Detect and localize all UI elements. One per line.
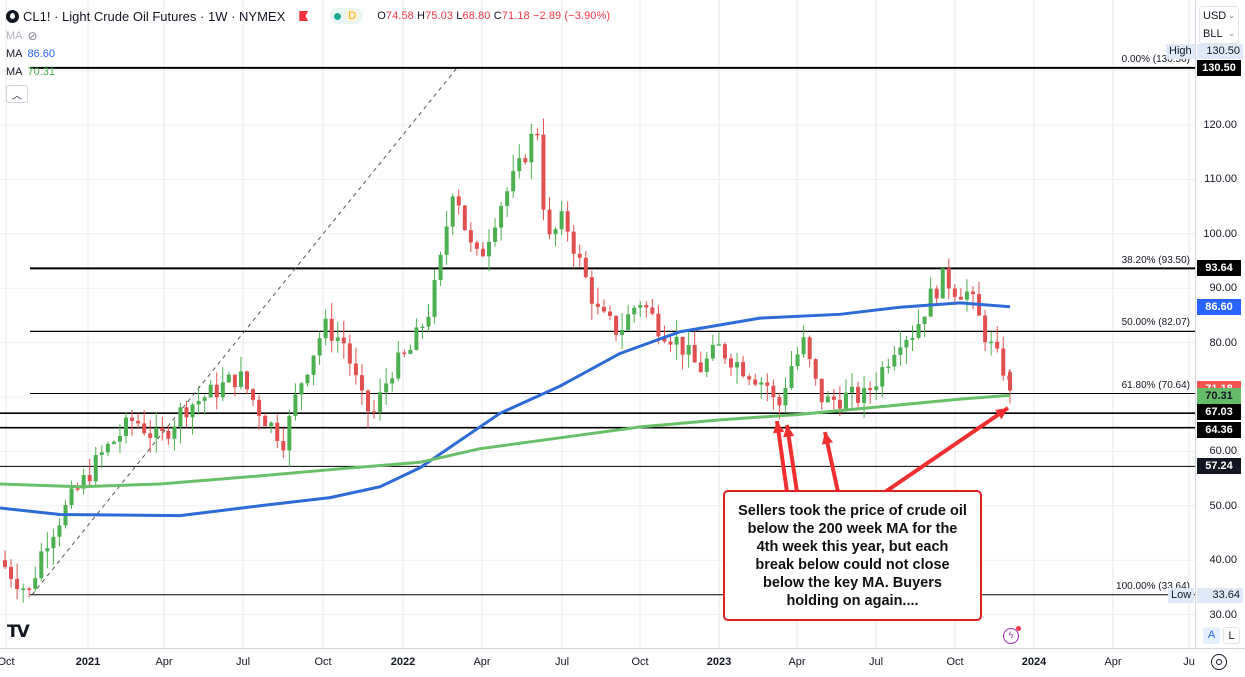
indicator-ma-200[interactable]: MA 70.31: [6, 66, 56, 78]
symbol-title[interactable]: CL1! · Light Crude Oil Futures · 1W · NY…: [6, 8, 610, 24]
price-tick: 30.00: [1209, 608, 1237, 621]
time-label: 2023: [706, 656, 732, 668]
time-label: Oct: [631, 656, 649, 668]
time-label: Oct: [0, 656, 15, 668]
price-label: 70.31: [1197, 388, 1241, 405]
low-value: 33.64: [1197, 588, 1243, 603]
time-label: Oct: [314, 656, 332, 668]
annotation-textbox[interactable]: Sellers took the price of crude oil belo…: [723, 490, 982, 621]
price-tick: 50.00: [1209, 499, 1237, 512]
price-label: 130.50: [1197, 59, 1241, 76]
price-change: −2.89 (−3.90%): [532, 10, 611, 22]
price-label: 93.64: [1197, 260, 1241, 277]
time-label: Apr: [155, 656, 173, 668]
price-chart-canvas[interactable]: [0, 0, 1195, 648]
price-tick: 80.00: [1209, 336, 1237, 349]
price-label: 64.36: [1197, 421, 1241, 438]
currency-dropdown[interactable]: USD ⌄: [1200, 7, 1238, 25]
fib-level-label: 61.80% (70.64): [1121, 379, 1190, 391]
unit-dropdown[interactable]: BLL ⌄: [1200, 25, 1238, 43]
auto-scale-button[interactable]: A: [1203, 627, 1220, 644]
chart-legend: CL1! · Light Crude Oil Futures · 1W · NY…: [6, 8, 610, 103]
price-axis[interactable]: 120.00 110.00 100.00 90.00 80.00 60.00 50.00 40…: [1195, 0, 1245, 648]
fib-level-label: 0.00% (130.50): [1121, 53, 1190, 65]
price-tick: 100.00: [1203, 227, 1237, 240]
price-tick: 110.00: [1204, 173, 1237, 186]
oil-drop-icon: [6, 9, 19, 23]
time-label: Apr: [473, 656, 491, 668]
tradingview-logo[interactable]: TV: [7, 622, 30, 642]
price-tick: 90.00: [1209, 282, 1237, 295]
time-label: Apr: [788, 656, 806, 668]
chevron-down-icon: ⌄: [1228, 29, 1235, 38]
time-label: 2022: [390, 656, 416, 668]
time-label: Jul: [554, 656, 570, 668]
high-value: 130.50: [1197, 44, 1243, 59]
high-tag: High: [1166, 44, 1195, 59]
market-status[interactable]: D: [330, 8, 364, 24]
low-tag: Low: [1168, 588, 1195, 603]
market-open-dot-icon: [334, 12, 342, 20]
delayed-badge: D: [345, 10, 360, 22]
fib-level-label: 50.00% (82.07): [1121, 317, 1190, 329]
time-label: Jul: [868, 656, 884, 668]
eye-off-icon[interactable]: ⊘: [27, 29, 38, 43]
time-label: Jul: [235, 656, 251, 668]
ohlc-values: O74.58 H75.03 L68.80 C71.18 −2.89 (−3.90…: [377, 10, 611, 22]
time-label: Oct: [946, 656, 964, 668]
price-tick: 120.00: [1203, 119, 1237, 131]
chevron-up-icon: ︿: [12, 90, 22, 102]
indicator-ma-100[interactable]: MA 86.60: [6, 48, 56, 60]
fib-level-label: 38.20% (93.50): [1121, 255, 1190, 267]
time-label: Apr: [1104, 656, 1122, 668]
currency-unit-selector[interactable]: USD ⌄ BLL ⌄: [1199, 6, 1239, 44]
collapse-legend-button[interactable]: ︿: [6, 85, 28, 103]
indicator-ma-hidden[interactable]: MA ⊘: [6, 29, 38, 43]
fib-level-label: 100.00% (33.64): [1116, 580, 1190, 592]
lightning-alert-icon[interactable]: ϟ: [1003, 626, 1021, 644]
chevron-down-icon: ⌄: [1228, 11, 1235, 20]
price-tick: 40.00: [1209, 554, 1237, 567]
price-tick: 60.00: [1209, 445, 1237, 458]
price-label: 86.60: [1197, 298, 1241, 315]
time-label: 2024: [1021, 656, 1047, 668]
time-label: Ju: [1183, 656, 1195, 668]
time-label: 2021: [75, 656, 101, 668]
settings-gear-icon[interactable]: [1211, 654, 1227, 670]
time-axis[interactable]: Oct 2021 Apr Jul Oct 2022 Apr Jul Oct 2023 Apr Jul O…: [0, 648, 1245, 677]
log-scale-button[interactable]: L: [1223, 627, 1240, 644]
price-label: 57.24: [1197, 458, 1241, 475]
symbol-description: CL1! · Light Crude Oil Futures · 1W · NY…: [23, 8, 286, 24]
flag-icon[interactable]: [299, 11, 309, 21]
price-label: 67.03: [1197, 404, 1241, 421]
